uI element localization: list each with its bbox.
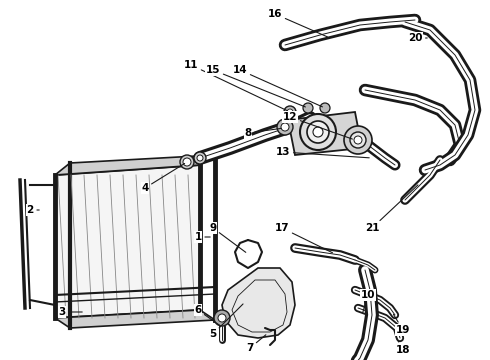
Text: 14: 14 [233,65,322,107]
Text: 2: 2 [26,205,39,215]
Text: 18: 18 [396,337,410,355]
Text: 1: 1 [195,232,210,242]
Text: 17: 17 [275,223,333,253]
Text: 7: 7 [246,335,266,353]
Text: 9: 9 [209,223,246,252]
Circle shape [284,106,296,118]
Circle shape [350,132,366,148]
Circle shape [287,109,293,115]
Circle shape [197,155,203,161]
Circle shape [300,114,336,150]
Circle shape [218,314,226,322]
Polygon shape [288,112,362,155]
Text: 12: 12 [283,112,352,139]
Text: 11: 11 [184,60,288,111]
Circle shape [354,136,362,144]
Polygon shape [222,268,295,338]
Text: 19: 19 [393,314,410,335]
Text: 10: 10 [361,290,375,312]
Circle shape [307,121,329,143]
Circle shape [180,155,194,169]
Text: 20: 20 [408,33,427,43]
Text: 13: 13 [276,147,369,158]
Polygon shape [55,155,215,175]
Text: 21: 21 [365,185,418,233]
Text: 3: 3 [58,307,82,317]
Polygon shape [55,310,215,328]
Circle shape [313,127,323,137]
Circle shape [320,103,330,113]
Text: 16: 16 [268,9,327,37]
Circle shape [183,158,191,166]
Circle shape [194,152,206,164]
Text: 5: 5 [209,304,243,339]
Circle shape [281,123,289,131]
Circle shape [344,126,372,154]
Circle shape [303,103,313,113]
Text: 15: 15 [206,65,305,107]
Text: 4: 4 [141,163,185,193]
Circle shape [277,119,293,135]
Polygon shape [55,165,200,318]
Text: 8: 8 [245,128,281,138]
Text: 6: 6 [195,305,220,325]
Circle shape [214,310,230,326]
